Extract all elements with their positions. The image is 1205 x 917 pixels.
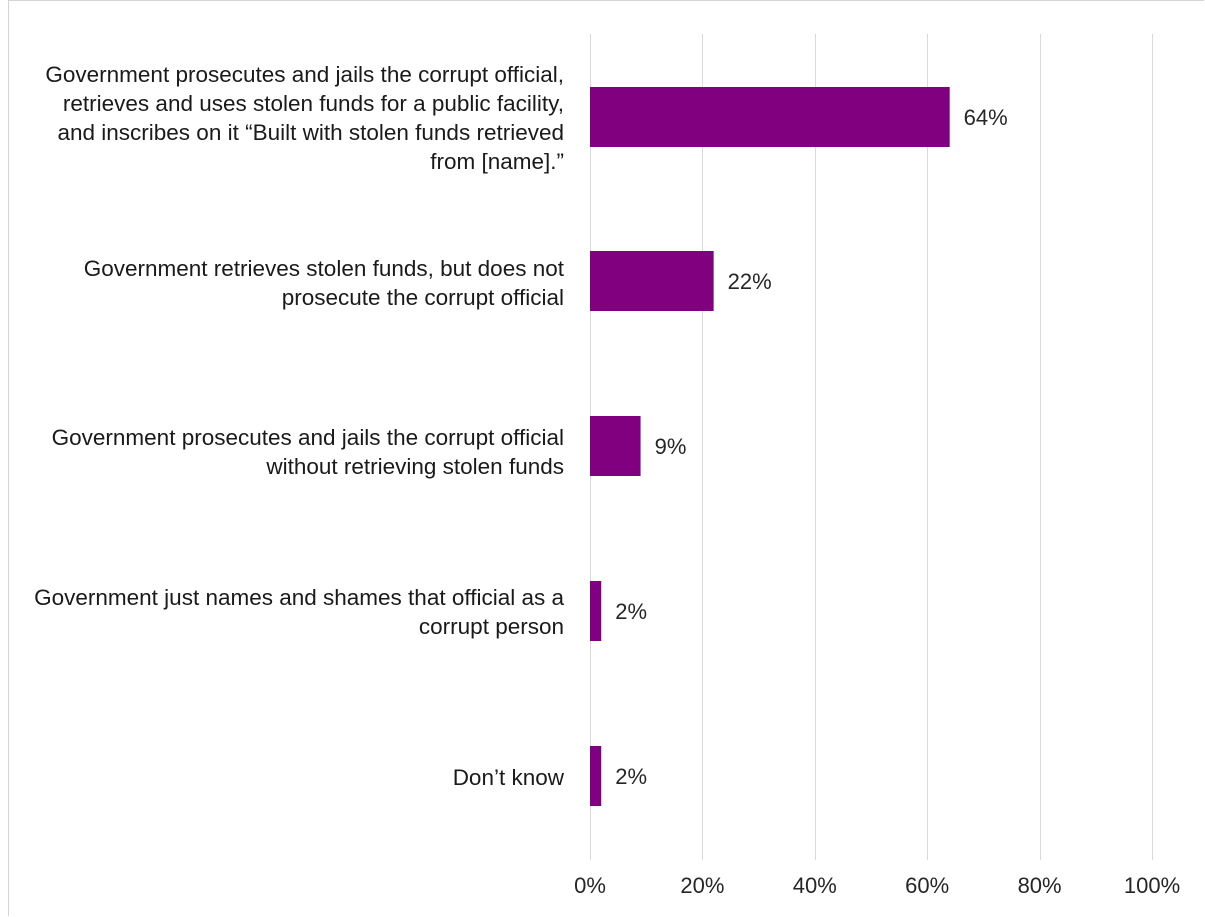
x-tick-label: 40%: [793, 873, 837, 898]
bar: [590, 416, 641, 476]
data-label: 64%: [964, 105, 1008, 130]
chart-frame: [8, 0, 1204, 916]
x-tick-label: 20%: [680, 873, 724, 898]
bar: [590, 87, 950, 147]
x-tick-label: 60%: [905, 873, 949, 898]
data-label: 2%: [615, 764, 647, 789]
data-label: 2%: [615, 599, 647, 624]
data-label: 22%: [728, 269, 772, 294]
category-label: Government retrieves stolen funds, but d…: [83, 256, 564, 310]
x-tick-label: 100%: [1124, 873, 1180, 898]
category-label: Government prosecutes and jails the corr…: [51, 425, 564, 479]
bar: [590, 581, 602, 641]
bar: [590, 746, 602, 806]
bar: [590, 251, 714, 311]
x-tick-label: 80%: [1018, 873, 1062, 898]
category-label: Government prosecutes and jails the corr…: [45, 62, 564, 174]
x-tick-label: 0%: [574, 873, 606, 898]
category-label: Don’t know: [452, 764, 564, 790]
category-label: Government just names and shames that of…: [34, 585, 564, 639]
data-label: 9%: [655, 434, 687, 459]
